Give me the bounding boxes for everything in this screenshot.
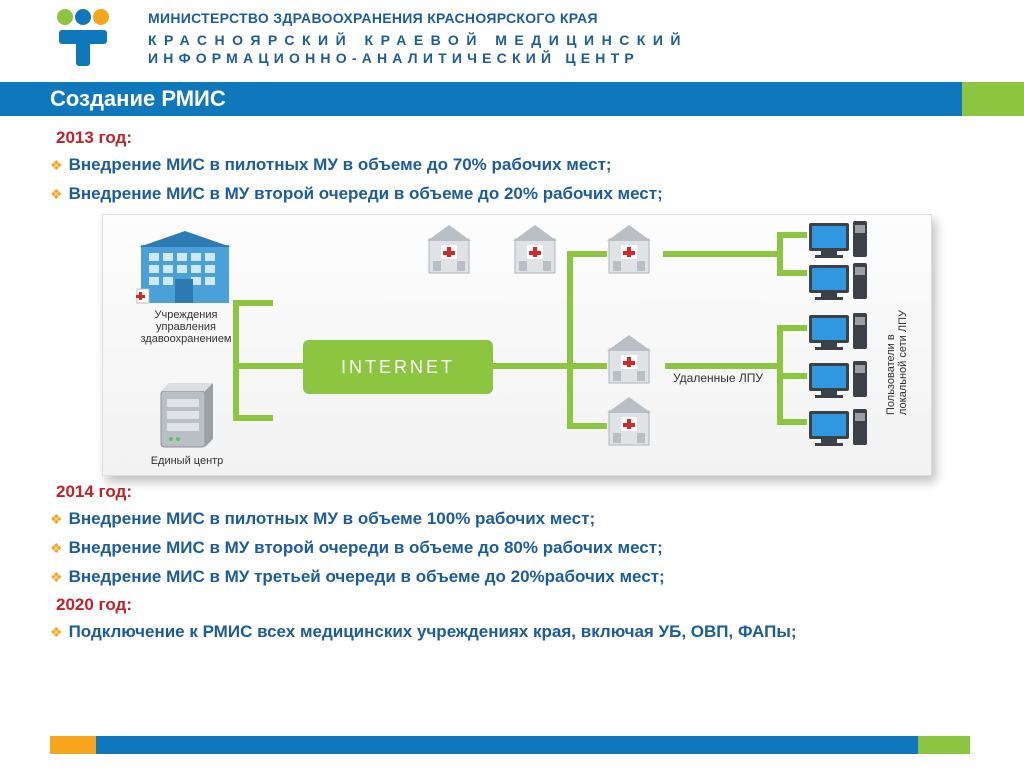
bullet-text: Внедрение МИС в МУ второй очереди в объе…	[69, 183, 663, 206]
list-item: ❖ Подключение к РМИС всех медицинских уч…	[50, 621, 984, 644]
year-2013: 2013 год:	[56, 128, 984, 148]
lpu-building-icon	[507, 221, 563, 277]
pc-icon	[807, 311, 869, 353]
diamond-icon: ❖	[50, 511, 63, 528]
footer-accent-green	[918, 736, 970, 754]
title-bar: Создание РМИС	[0, 82, 1024, 116]
bullet-text: Внедрение МИС в МУ второй очереди в объе…	[69, 537, 663, 560]
diamond-icon: ❖	[50, 540, 63, 557]
list-item: ❖ Внедрение МИС в МУ третьей очереди в о…	[50, 566, 984, 589]
lpu-building-icon	[421, 221, 477, 277]
gov-building-icon	[135, 229, 235, 307]
year-2014: 2014 год:	[56, 482, 984, 502]
header-text: МИНИСТЕРСТВО ЗДРАВООХРАНЕНИЯ КРАСНОЯРСКО…	[148, 8, 688, 66]
bullet-text: Внедрение МИС в МУ третьей очереди в объ…	[69, 566, 665, 589]
center-label: Единый центр	[141, 455, 233, 467]
list-item: ❖ Внедрение МИС в пилотных МУ в объеме д…	[50, 154, 984, 177]
lpu-building-icon	[601, 221, 657, 277]
logo-icon	[50, 8, 120, 68]
footer-bar	[50, 736, 970, 754]
bullet-text: Подключение к РМИС всех медицинских учре…	[69, 621, 797, 644]
year-2020: 2020 год:	[56, 595, 984, 615]
bullet-text: Внедрение МИС в пилотных МУ в объеме до …	[69, 154, 612, 177]
center-line-1: КРАСНОЯРСКИЙ КРАЕВОЙ МЕДИЦИНСКИЙ	[148, 32, 688, 48]
list-item: ❖ Внедрение МИС в МУ второй очереди в об…	[50, 183, 984, 206]
pc-icon	[807, 359, 869, 401]
bullets-2020: ❖ Подключение к РМИС всех медицинских уч…	[50, 621, 984, 644]
list-item: ❖ Внедрение МИС в МУ второй очереди в об…	[50, 537, 984, 560]
lpu-building-icon	[601, 331, 657, 387]
network-diagram: Учреждения управления здавоохранением Ед…	[102, 214, 932, 476]
diamond-icon: ❖	[50, 157, 63, 174]
content: 2013 год: ❖ Внедрение МИС в пилотных МУ …	[0, 116, 1024, 644]
lpu-building-icon	[601, 393, 657, 449]
pc-icon	[807, 261, 869, 303]
gov-label: Учреждения управления здавоохранением	[131, 309, 241, 345]
page-title: Создание РМИС	[0, 82, 962, 116]
bullets-2014: ❖ Внедрение МИС в пилотных МУ в объеме 1…	[50, 508, 984, 589]
footer-accent-blue	[96, 736, 918, 754]
server-icon	[151, 381, 215, 453]
header: МИНИСТЕРСТВО ЗДРАВООХРАНЕНИЯ КРАСНОЯРСКО…	[0, 0, 1024, 76]
diamond-icon: ❖	[50, 624, 63, 641]
footer-accent-orange	[50, 736, 96, 754]
diamond-icon: ❖	[50, 569, 63, 586]
center-line-2: ИНФОРМАЦИОННО-АНАЛИТИЧЕСКИЙ ЦЕНТР	[148, 50, 688, 66]
bullet-text: Внедрение МИС в пилотных МУ в объеме 100…	[69, 508, 596, 531]
remote-label: Удаленные ЛПУ	[663, 371, 773, 385]
list-item: ❖ Внедрение МИС в пилотных МУ в объеме 1…	[50, 508, 984, 531]
internet-box: INTERNET	[303, 340, 493, 394]
bullets-2013: ❖ Внедрение МИС в пилотных МУ в объеме д…	[50, 154, 984, 206]
diamond-icon: ❖	[50, 186, 63, 203]
pc-icon	[807, 407, 869, 449]
ministry-line: МИНИСТЕРСТВО ЗДРАВООХРАНЕНИЯ КРАСНОЯРСКО…	[148, 10, 688, 26]
title-accent	[962, 82, 1024, 116]
users-label: Пользователи в локальной сети ЛПУ	[885, 285, 909, 415]
pc-icon	[807, 219, 869, 261]
